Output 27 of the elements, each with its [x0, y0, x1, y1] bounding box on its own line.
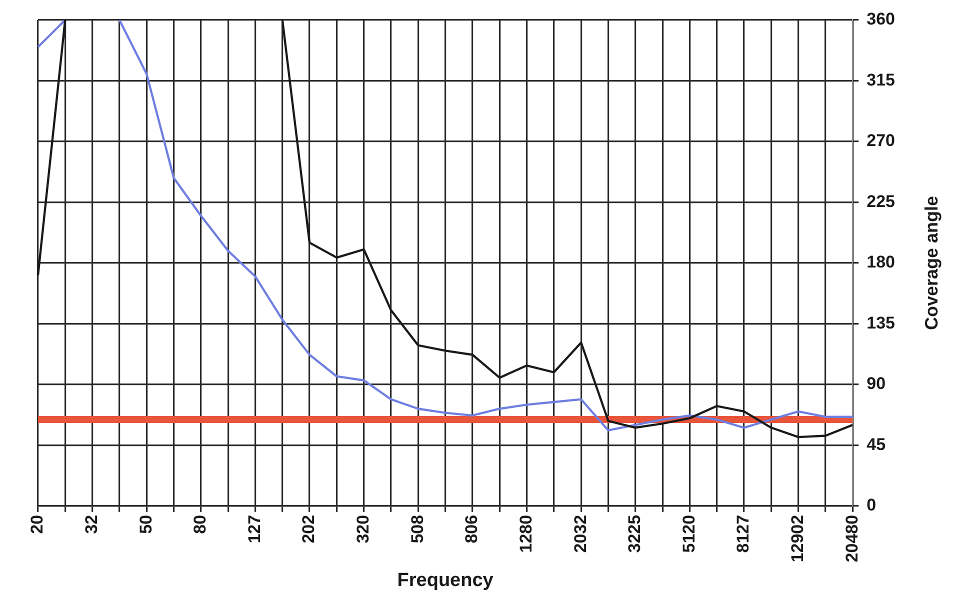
x-tick-label: 80 [190, 514, 210, 534]
y-tick-label: 270 [866, 131, 896, 150]
y-tick-label: 0 [866, 496, 876, 515]
x-axis-title: Frequency [397, 570, 494, 591]
y-tick-label: 360 [866, 10, 896, 29]
y-tick-label: 180 [866, 252, 896, 272]
x-tick-label: 508 [408, 514, 427, 544]
x-tick-label: 202 [299, 514, 318, 544]
y-tick-label: 90 [866, 374, 886, 394]
x-tick-label: 5120 [679, 514, 698, 553]
y-tick-label: 135 [866, 313, 896, 332]
y-tick-label: 45 [866, 434, 886, 454]
x-tick-label: 320 [354, 514, 373, 544]
y-tick-label: 225 [866, 192, 896, 211]
x-tick-label: 1280 [516, 514, 536, 553]
x-tick-label: 50 [136, 514, 156, 534]
y-axis-title: Coverage angle [922, 196, 942, 330]
x-tick-label: 806 [462, 514, 482, 544]
x-tick-label: 3225 [625, 514, 644, 553]
x-tick-label: 20 [28, 514, 47, 534]
y-tick-label: 315 [866, 70, 896, 90]
x-tick-label: 127 [244, 514, 264, 544]
x-tick-label: 8127 [734, 514, 753, 553]
x-tick-label: 32 [82, 514, 101, 534]
x-tick-label: 2032 [570, 514, 590, 553]
x-tick-label: 12902 [788, 514, 808, 562]
x-tick-label: 20480 [842, 514, 862, 562]
